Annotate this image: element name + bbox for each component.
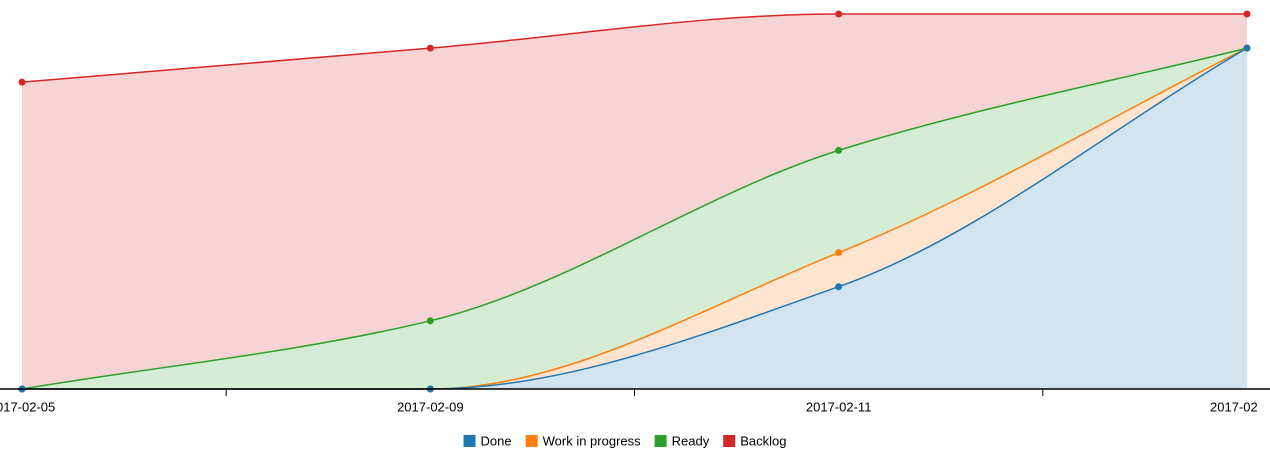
x-tick-label: 2017-02 (1210, 399, 1258, 414)
legend-swatch (723, 435, 736, 447)
area (22, 48, 1247, 389)
point (18, 78, 26, 86)
plot (18, 10, 1251, 393)
point (835, 146, 843, 154)
legend-label: Work in progress (543, 433, 642, 448)
point (426, 44, 434, 52)
line (21, 13, 1247, 83)
legend-swatch (654, 435, 667, 447)
area (22, 14, 1247, 389)
point (1243, 44, 1251, 52)
line (21, 47, 1248, 390)
point (1243, 10, 1251, 18)
legend-label: Done (481, 433, 512, 448)
legend-label: Ready (672, 433, 710, 448)
x-tick-label: 2017-02-09 (397, 399, 464, 414)
area (22, 48, 1247, 389)
legend-swatch (525, 435, 538, 447)
legend-label: Backlog (740, 433, 786, 448)
point (835, 10, 843, 18)
point (426, 317, 434, 325)
point (835, 249, 843, 257)
x-tick-label: 2017-02-11 (806, 399, 872, 414)
point (835, 283, 843, 291)
legend-swatch (463, 435, 476, 447)
x-tick-label: 2017-02-05 (0, 399, 55, 414)
legend: Done Work in progress Ready Backlog (463, 433, 786, 448)
